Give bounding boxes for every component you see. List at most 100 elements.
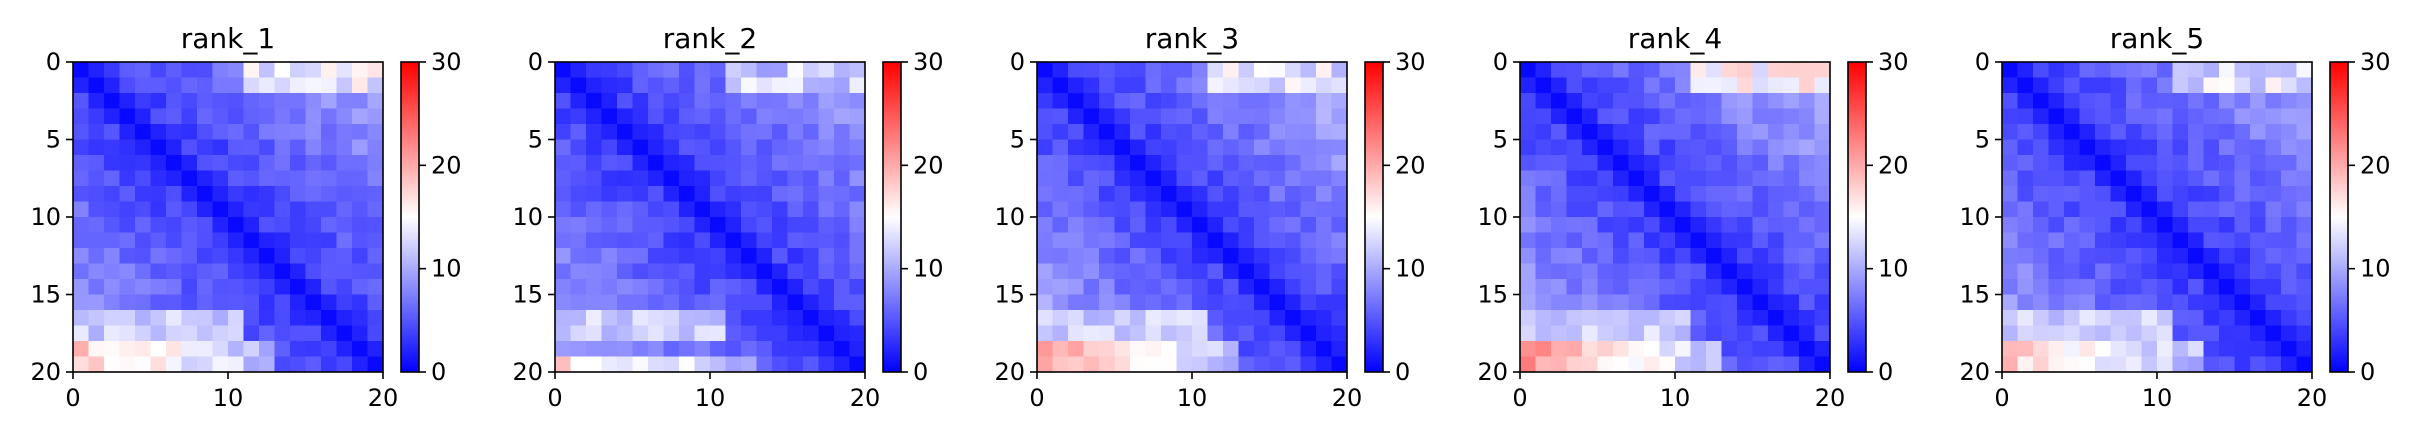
heatmap-cell bbox=[1551, 217, 1567, 233]
heatmap-cell bbox=[197, 341, 213, 357]
heatmap-cell bbox=[1083, 279, 1100, 295]
heatmap-cell bbox=[1644, 279, 1660, 295]
y-tick-label: 20 bbox=[512, 358, 543, 386]
heatmap-cell bbox=[1520, 62, 1536, 78]
heatmap-cell bbox=[1551, 356, 1567, 373]
heatmap-cell bbox=[166, 341, 182, 357]
heatmap-cell bbox=[166, 201, 182, 218]
heatmap-cell bbox=[632, 93, 649, 109]
heatmap-cell bbox=[818, 232, 835, 249]
heatmap-cell bbox=[632, 124, 649, 140]
heatmap-cell bbox=[1207, 139, 1224, 156]
heatmap-cell bbox=[617, 93, 633, 109]
heatmap-cell bbox=[2296, 108, 2313, 125]
heatmap-cell bbox=[1331, 124, 1348, 140]
heatmap-cell bbox=[1535, 248, 1552, 264]
heatmap-cell bbox=[1285, 124, 1301, 140]
heatmap-cell bbox=[2234, 279, 2251, 295]
heatmap-cell bbox=[181, 93, 198, 109]
heatmap-cell bbox=[1238, 108, 1255, 125]
heatmap-cell bbox=[1535, 62, 1552, 78]
heatmap-cell bbox=[679, 279, 695, 295]
heatmap-cell bbox=[849, 108, 866, 125]
heatmap-cell bbox=[2141, 232, 2158, 249]
heatmap-cell bbox=[2219, 93, 2235, 109]
heatmap-cell bbox=[2234, 186, 2251, 202]
colorbar-tick-label: 10 bbox=[913, 255, 944, 283]
heatmap-cell bbox=[1520, 263, 1536, 280]
heatmap-cell bbox=[1814, 108, 1831, 125]
heatmap-cell bbox=[1176, 232, 1193, 249]
heatmap-cell bbox=[259, 124, 275, 140]
heatmap-cell bbox=[694, 232, 711, 249]
heatmap-cell bbox=[166, 108, 182, 125]
heatmap-cell bbox=[1535, 155, 1552, 171]
heatmap-cell bbox=[336, 310, 353, 326]
heatmap-cell bbox=[2281, 93, 2297, 109]
heatmap-cell bbox=[617, 341, 633, 357]
heatmap-cell bbox=[2219, 310, 2235, 326]
heatmap-cell bbox=[1551, 62, 1567, 78]
heatmap-cell bbox=[756, 155, 773, 171]
heatmap-cell bbox=[849, 232, 866, 249]
heatmap-cell bbox=[2126, 310, 2142, 326]
heatmap-cell bbox=[228, 186, 244, 202]
heatmap-cell bbox=[228, 108, 244, 125]
heatmap-cell bbox=[2157, 62, 2173, 78]
heatmap-cell bbox=[632, 341, 649, 357]
heatmap-cell bbox=[787, 186, 804, 202]
heatmap-cell bbox=[1052, 93, 1069, 109]
heatmap-cell bbox=[1535, 186, 1552, 202]
heatmap-cell bbox=[290, 217, 306, 233]
heatmap-cell bbox=[1752, 263, 1769, 280]
heatmap-cell bbox=[2079, 356, 2096, 373]
heatmap-cell bbox=[1659, 248, 1676, 264]
x-tick-label: 0 bbox=[547, 384, 562, 412]
heatmap-cell bbox=[1223, 325, 1239, 342]
heatmap-cell bbox=[212, 232, 229, 249]
y-tick-label: 20 bbox=[994, 358, 1025, 386]
heatmap-cell bbox=[1052, 325, 1069, 342]
heatmap-cell bbox=[1613, 279, 1629, 295]
heatmap-cell bbox=[73, 232, 89, 249]
heatmap-cell bbox=[741, 77, 757, 94]
heatmap-cell bbox=[2110, 279, 2127, 295]
heatmap-cell bbox=[2188, 124, 2204, 140]
heatmap-cell bbox=[1161, 341, 1177, 357]
heatmap-cell bbox=[555, 155, 571, 171]
heatmap-cell bbox=[1783, 170, 1800, 187]
heatmap-cell bbox=[1597, 186, 1614, 202]
heatmap-cell bbox=[818, 279, 835, 295]
heatmap-cell bbox=[119, 93, 136, 109]
heatmap-cell bbox=[1300, 294, 1317, 311]
heatmap-cell bbox=[2234, 232, 2251, 249]
heatmap-cell bbox=[2095, 263, 2111, 280]
heatmap-cell bbox=[2219, 341, 2235, 357]
heatmap-cell bbox=[2203, 232, 2220, 249]
heatmap-cell bbox=[2265, 77, 2282, 94]
heatmap-cell bbox=[321, 170, 337, 187]
heatmap-cell bbox=[818, 155, 835, 171]
heatmap-cell bbox=[741, 93, 757, 109]
heatmap-cell bbox=[663, 232, 680, 249]
heatmap-cell bbox=[1752, 248, 1769, 264]
heatmap-cell bbox=[1223, 310, 1239, 326]
heatmap-cell bbox=[2141, 62, 2158, 78]
heatmap-cell bbox=[1783, 201, 1800, 218]
heatmap-cell bbox=[555, 77, 571, 94]
heatmap-cell bbox=[1737, 341, 1753, 357]
heatmap-cell bbox=[2141, 294, 2158, 311]
heatmap-cell bbox=[1099, 248, 1115, 264]
heatmap-cell bbox=[1099, 155, 1115, 171]
heatmap-cell bbox=[849, 170, 866, 187]
heatmap-cell bbox=[1192, 356, 1208, 373]
heatmap-cell bbox=[617, 155, 633, 171]
heatmap-cell bbox=[135, 62, 151, 78]
heatmap-cell bbox=[2157, 341, 2173, 357]
heatmap-cell bbox=[1176, 341, 1193, 357]
heatmap-cell bbox=[243, 93, 260, 109]
heatmap-cell bbox=[1192, 124, 1208, 140]
heatmap-cell bbox=[88, 93, 105, 109]
heatmap-cell bbox=[1269, 232, 1286, 249]
heatmap-cell bbox=[197, 186, 213, 202]
